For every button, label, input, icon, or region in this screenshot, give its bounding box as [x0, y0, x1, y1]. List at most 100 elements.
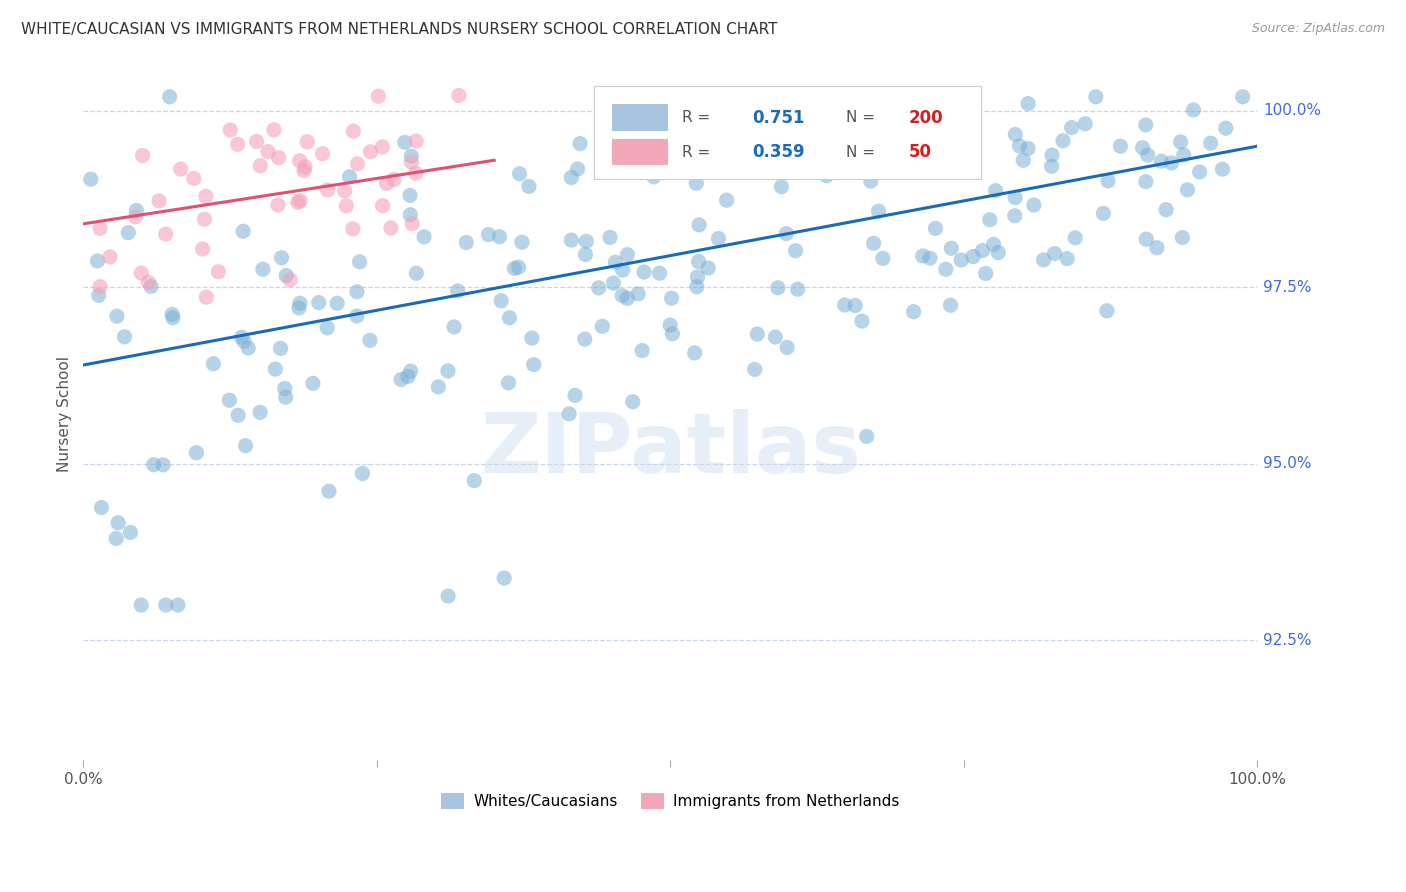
Point [697, 261, 720, 276]
Point [599, 230, 621, 244]
Point [941, 241, 963, 255]
Point [575, 235, 598, 249]
Point [117, 226, 139, 240]
Point [686, 270, 709, 285]
Point [844, 299, 866, 313]
Point [872, 252, 894, 266]
Point [380, 221, 402, 235]
Point [267, 198, 290, 212]
Point [815, 169, 838, 183]
Point [509, 167, 531, 181]
Point [270, 251, 292, 265]
Point [631, 343, 654, 358]
Point [911, 249, 934, 263]
Point [413, 229, 436, 244]
Point [1135, 232, 1157, 246]
Point [226, 137, 249, 152]
Point [263, 123, 285, 137]
Point [287, 195, 309, 210]
Point [346, 309, 368, 323]
Point [399, 364, 422, 378]
Point [661, 291, 683, 305]
Point [86, 254, 108, 268]
Point [437, 364, 460, 378]
Point [1092, 206, 1115, 220]
Point [717, 143, 740, 157]
Point [349, 255, 371, 269]
Point [288, 301, 311, 315]
Point [129, 598, 152, 612]
Point [207, 265, 229, 279]
Point [844, 165, 866, 179]
Text: 0.359: 0.359 [752, 144, 806, 161]
Point [605, 255, 627, 269]
Point [1004, 128, 1026, 142]
Point [443, 319, 465, 334]
Point [770, 179, 793, 194]
Point [1135, 118, 1157, 132]
Point [523, 358, 546, 372]
Point [105, 532, 128, 546]
Point [1232, 89, 1254, 103]
Point [498, 310, 520, 325]
Point [382, 172, 405, 186]
Text: 95.0%: 95.0% [1263, 457, 1312, 471]
Point [477, 227, 499, 242]
Point [1160, 156, 1182, 170]
Text: R =: R = [682, 145, 710, 160]
Point [235, 439, 257, 453]
Point [1095, 303, 1118, 318]
Point [616, 292, 638, 306]
Point [560, 233, 582, 247]
Point [131, 148, 153, 162]
Point [191, 242, 214, 256]
Point [1022, 198, 1045, 212]
Text: WHITE/CAUCASIAN VS IMMIGRANTS FROM NETHERLANDS NURSERY SCHOOL CORRELATION CHART: WHITE/CAUCASIAN VS IMMIGRANTS FROM NETHE… [21, 22, 778, 37]
Point [232, 224, 254, 238]
Point [308, 295, 330, 310]
Point [183, 171, 205, 186]
Point [346, 285, 368, 299]
Point [396, 369, 419, 384]
Point [564, 388, 586, 402]
Point [842, 103, 865, 118]
Point [80, 172, 103, 186]
Point [371, 199, 394, 213]
Point [219, 123, 242, 137]
Point [114, 330, 136, 344]
Point [683, 346, 706, 360]
Point [887, 148, 910, 162]
Point [352, 467, 374, 481]
Point [1135, 175, 1157, 189]
Point [193, 212, 215, 227]
Point [159, 89, 181, 103]
Point [950, 253, 973, 268]
Point [87, 288, 110, 302]
Point [1084, 89, 1107, 103]
Point [567, 161, 589, 176]
Point [962, 250, 984, 264]
Text: R =: R = [682, 110, 710, 125]
Text: N =: N = [846, 110, 876, 125]
Point [139, 279, 162, 293]
Point [90, 500, 112, 515]
Point [238, 341, 260, 355]
Point [1040, 148, 1063, 162]
Point [136, 275, 159, 289]
Point [776, 340, 799, 354]
Point [249, 159, 271, 173]
Point [1008, 139, 1031, 153]
Point [983, 237, 1005, 252]
Point [288, 194, 311, 208]
Point [498, 376, 520, 390]
Point [918, 251, 941, 265]
Point [510, 235, 533, 250]
Point [489, 293, 512, 308]
Point [716, 193, 738, 207]
Point [162, 310, 184, 325]
Text: Source: ZipAtlas.com: Source: ZipAtlas.com [1251, 22, 1385, 36]
Point [1040, 159, 1063, 173]
FancyBboxPatch shape [612, 139, 668, 165]
Point [1173, 148, 1195, 162]
Point [520, 331, 543, 345]
